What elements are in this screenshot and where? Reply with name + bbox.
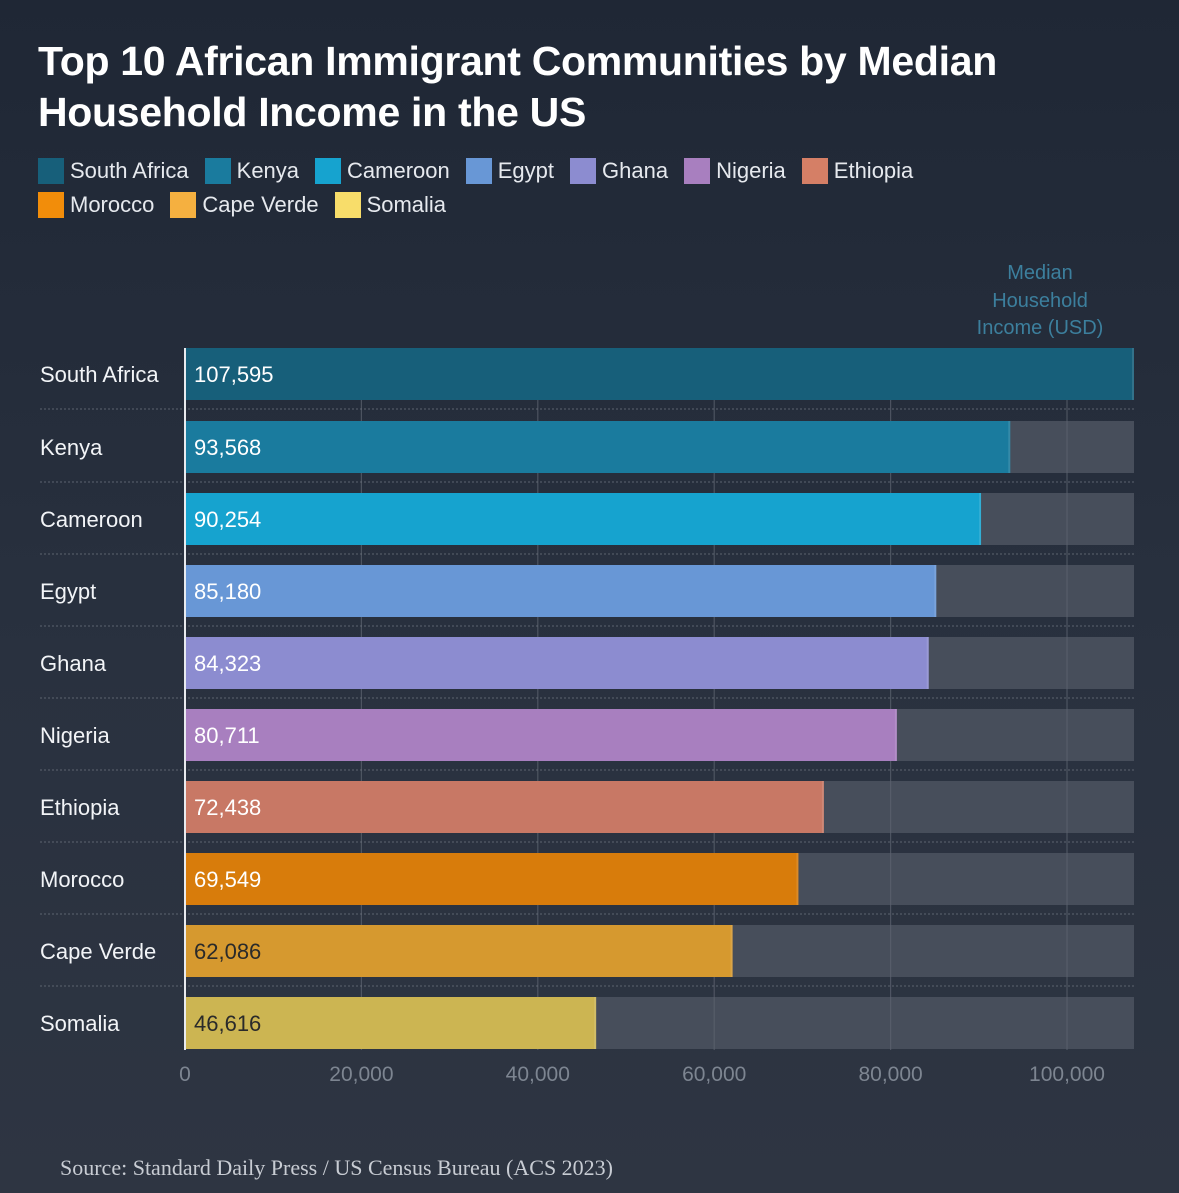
x-tick-label: 20,000 xyxy=(329,1063,393,1086)
x-tick-label: 0 xyxy=(179,1063,191,1086)
legend-swatch xyxy=(204,158,231,184)
legend-swatch xyxy=(684,158,711,184)
bar-end xyxy=(979,493,982,545)
category-label: Morocco xyxy=(40,867,124,892)
legend: South Africa Kenya Cameroon Egypt Ghana Niger… xyxy=(38,157,1038,219)
legend-item: Kenya xyxy=(204,157,300,185)
value-label: 107,595 xyxy=(194,362,274,387)
legend-swatch xyxy=(334,192,361,218)
legend-item: Cameroon xyxy=(315,157,450,185)
legend-label: Ethiopia xyxy=(833,158,914,183)
category-label: Kenya xyxy=(40,435,103,460)
bar xyxy=(185,421,1011,473)
legend-label: Cape Verde xyxy=(202,192,319,217)
legend-swatch xyxy=(170,192,197,218)
legend-item: Ethiopia xyxy=(801,157,914,185)
legend-label: Kenya xyxy=(236,158,300,183)
bar xyxy=(185,565,937,617)
legend-item: South Africa xyxy=(38,157,189,185)
x-tick-label: 100,000 xyxy=(1029,1063,1105,1086)
x-tick-label: 40,000 xyxy=(506,1063,570,1086)
category-label: Somalia xyxy=(40,1011,120,1036)
bar xyxy=(185,348,1134,400)
bar-end xyxy=(934,565,937,617)
bar xyxy=(185,781,824,833)
value-label: 80,711 xyxy=(194,723,260,748)
x-tick-label: 80,000 xyxy=(858,1063,922,1086)
legend-swatch xyxy=(801,158,828,184)
legend-label: Egypt xyxy=(497,158,555,183)
category-label: Ghana xyxy=(40,651,107,676)
legend-swatch xyxy=(465,158,492,184)
legend-item: Cape Verde xyxy=(170,191,319,219)
category-label: Nigeria xyxy=(40,723,110,748)
category-label: South Africa xyxy=(40,362,159,387)
value-label: 93,568 xyxy=(194,435,261,460)
bar xyxy=(185,709,897,761)
value-label: 72,438 xyxy=(194,795,261,820)
category-label: Cape Verde xyxy=(40,939,156,964)
value-label: 84,323 xyxy=(194,651,261,676)
chart-title: Top 10 African Immigrant Communities by … xyxy=(38,38,997,135)
bar xyxy=(185,853,799,905)
bar xyxy=(185,493,982,545)
source-note: Source: Standard Daily Press / US Census… xyxy=(60,1155,614,1180)
legend-label: Nigeria xyxy=(716,158,786,183)
x-tick-label: 60,000 xyxy=(682,1063,746,1086)
legend-item: Nigeria xyxy=(684,157,786,185)
legend-item: Egypt xyxy=(465,157,555,185)
bar-end xyxy=(821,781,824,833)
value-label: 46,616 xyxy=(194,1011,261,1036)
bar-end xyxy=(594,997,597,1049)
bar xyxy=(185,637,929,689)
legend-item: Ghana xyxy=(570,157,668,185)
legend-swatch xyxy=(38,192,64,218)
bar-end xyxy=(1008,421,1011,473)
legend-swatch xyxy=(570,158,597,184)
category-label: Ethiopia xyxy=(40,795,120,820)
bar-end xyxy=(796,853,799,905)
legend-label: South Africa xyxy=(70,158,189,183)
x-axis-title: Median Household Income (USD) xyxy=(976,262,1104,339)
legend-label: Ghana xyxy=(602,158,669,183)
value-label: 85,180 xyxy=(194,579,261,604)
value-label: 69,549 xyxy=(194,867,261,892)
bar-end xyxy=(926,637,929,689)
legend-item: Somalia xyxy=(334,191,447,219)
value-label: 90,254 xyxy=(194,507,261,532)
value-label: 62,086 xyxy=(194,939,261,964)
bar-end xyxy=(894,709,897,761)
legend-swatch xyxy=(315,158,342,184)
bar xyxy=(185,925,733,977)
legend-label: Morocco xyxy=(70,192,155,217)
category-label: Egypt xyxy=(40,579,96,604)
bar-end xyxy=(1132,348,1134,400)
category-label: Cameroon xyxy=(40,507,143,532)
legend-label: Somalia xyxy=(366,192,447,217)
bar xyxy=(185,997,597,1049)
legend-swatch xyxy=(38,158,64,184)
legend-item: Morocco xyxy=(38,191,154,219)
bar-end xyxy=(730,925,733,977)
legend-label: Cameroon xyxy=(347,158,450,183)
